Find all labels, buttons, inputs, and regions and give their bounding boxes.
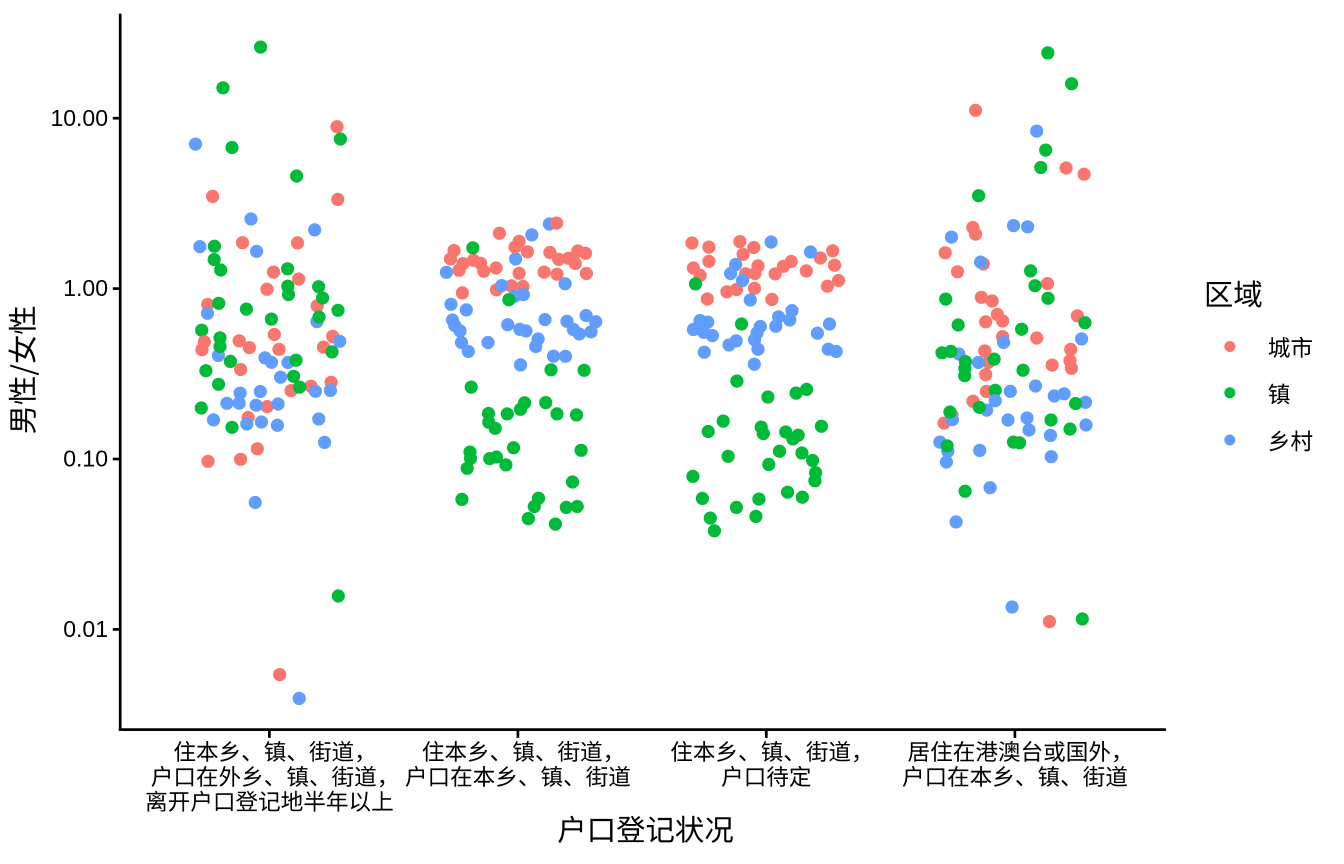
svg-text:0.01: 0.01 <box>63 616 108 642</box>
svg-text:0.10: 0.10 <box>63 446 108 472</box>
svg-text:1.00: 1.00 <box>63 275 108 301</box>
svg-text:10.00: 10.00 <box>50 105 108 131</box>
